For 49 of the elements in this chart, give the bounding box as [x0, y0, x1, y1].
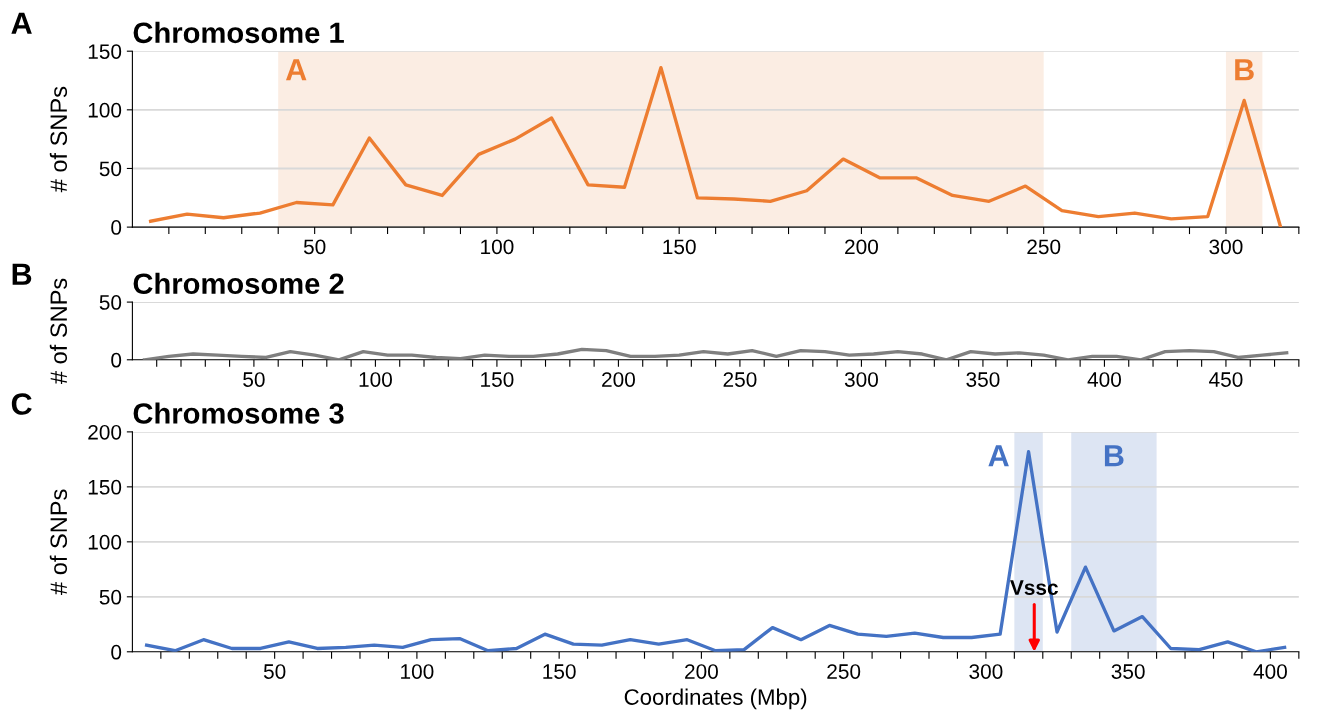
x-tick-label: 100: [481, 239, 514, 255]
y-axis-title: # of SNPs: [49, 489, 68, 595]
x-tick-label: 50: [263, 664, 286, 679]
x-tick-label: 350: [1111, 664, 1145, 679]
x-tick-label: 50: [303, 239, 326, 255]
x-tick-label: 250: [1027, 239, 1061, 255]
x-tick-label: 200: [845, 239, 878, 255]
x-tick-label: 200: [602, 372, 635, 387]
chart-title: Chromosome 2: [133, 272, 344, 295]
y-tick-label: 50: [99, 161, 122, 177]
y-tick-label: 50: [99, 589, 122, 605]
text: A: [11, 12, 32, 34]
y-tick-label: 200: [88, 424, 122, 440]
x-tick-label: 450: [1209, 372, 1243, 387]
y-axis-title: # of SNPs: [49, 86, 68, 193]
x-tick-label: 100: [359, 372, 392, 387]
x-tick-label: 400: [1253, 664, 1287, 679]
band-label: A: [988, 445, 1009, 467]
line-series: [142, 347, 1289, 360]
x-tick-label: 250: [723, 372, 757, 387]
x-tick-label: 400: [1087, 372, 1121, 387]
x-tick-label: 150: [543, 664, 576, 679]
y-tick-label: 100: [88, 534, 122, 550]
x-tick-label: 50: [243, 372, 265, 387]
text: C: [11, 393, 32, 415]
band-label: B: [1104, 445, 1124, 467]
band-label: B: [1235, 59, 1254, 81]
y-tick-label: 150: [88, 44, 122, 59]
x-tick-label: 150: [481, 372, 514, 387]
chart-title: Chromosome 1: [133, 21, 344, 44]
x-tick-label: 300: [969, 664, 1003, 679]
x-tick-label: 200: [685, 664, 718, 679]
x-tick-label: 350: [966, 372, 1000, 387]
y-tick-label: 150: [88, 479, 122, 495]
x-tick-label: 300: [844, 372, 878, 387]
x-tick-label: 300: [1209, 239, 1243, 255]
text: B: [12, 263, 32, 285]
x-tick-label: 100: [401, 664, 434, 679]
x-tick-label: 150: [663, 239, 696, 255]
y-tick-label: 0: [111, 644, 122, 660]
x-tick-label: 250: [827, 664, 861, 679]
y-tick-label: 0: [111, 220, 122, 235]
chart-title: Chromosome 3: [133, 402, 344, 424]
band-label: A: [285, 59, 307, 81]
y-tick-label: 100: [88, 102, 122, 118]
y-axis-title: # of SNPs: [49, 278, 68, 384]
y-tick-label: 50: [99, 295, 122, 310]
x-axis-title: Coordinates (Mbp): [624, 688, 807, 710]
y-tick-label: 0: [111, 352, 122, 368]
